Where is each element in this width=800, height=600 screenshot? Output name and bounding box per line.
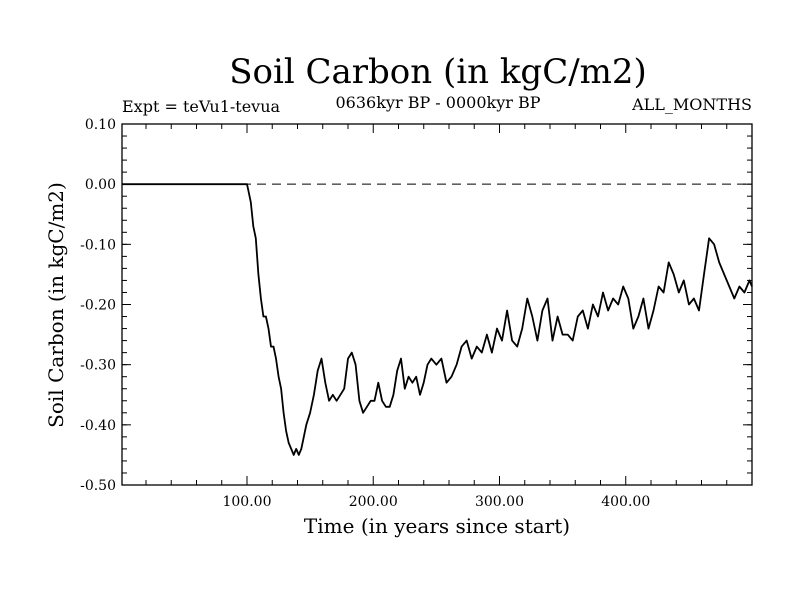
- y-axis: 0.10 0.00 -0.10 -0.20 -0.30 -0.40 -0.50: [80, 117, 752, 494]
- soil-carbon-series-line: [122, 183, 753, 456]
- plot-area-frame: [121, 123, 753, 486]
- chart-title: Soil Carbon (in kgC/m2): [229, 52, 647, 92]
- y-tick-label: 0.10: [85, 117, 116, 133]
- y-tick-label: 0.00: [85, 177, 116, 193]
- x-axis: 100.00 200.00 300.00 400.00: [145, 124, 728, 510]
- y-tick-label: -0.30: [80, 358, 116, 374]
- y-tick-label: -0.50: [80, 478, 116, 494]
- x-axis-label: Time (in years since start): [304, 514, 570, 538]
- y-tick-label: -0.10: [80, 237, 116, 253]
- y-tick-label: -0.20: [80, 298, 116, 314]
- months-label: ALL_MONTHS: [632, 95, 752, 114]
- period-label: 0636kyr BP - 0000kyr BP: [335, 93, 541, 112]
- x-tick-label: 300.00: [475, 494, 524, 510]
- y-tick-label: -0.40: [80, 418, 116, 434]
- experiment-label: Expt = teVu1-tevua: [122, 97, 281, 116]
- y-axis-label: Soil Carbon (in kgC/m2): [44, 182, 68, 428]
- x-tick-label: 200.00: [349, 494, 398, 510]
- x-tick-label: 400.00: [601, 494, 650, 510]
- x-tick-label: 100.00: [222, 494, 271, 510]
